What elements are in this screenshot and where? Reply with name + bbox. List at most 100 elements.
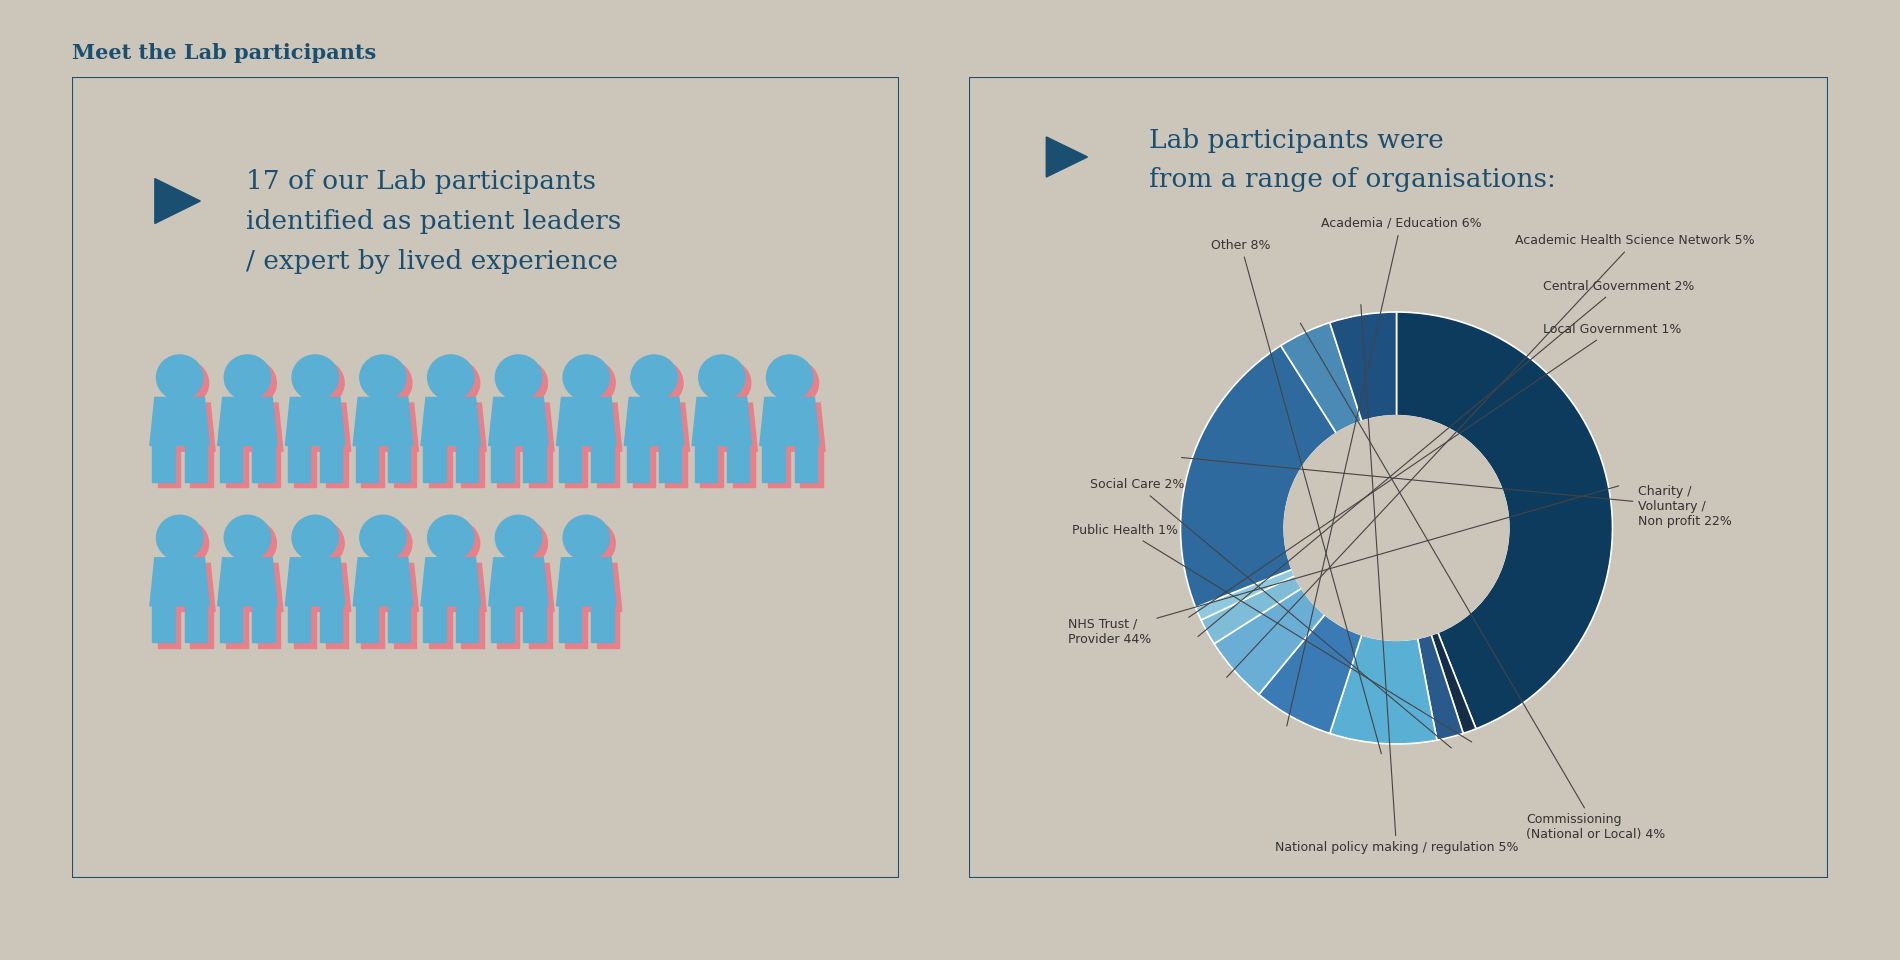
Bar: [388, 445, 410, 482]
Wedge shape: [1260, 614, 1362, 733]
FancyBboxPatch shape: [27, 33, 944, 77]
Polygon shape: [494, 403, 555, 451]
Polygon shape: [631, 403, 690, 451]
Circle shape: [365, 521, 412, 565]
Wedge shape: [1201, 576, 1302, 644]
Circle shape: [1284, 416, 1509, 640]
Circle shape: [230, 521, 276, 565]
Polygon shape: [150, 558, 209, 606]
Bar: [226, 451, 249, 488]
Bar: [524, 445, 545, 482]
Circle shape: [699, 355, 745, 400]
FancyBboxPatch shape: [27, 878, 944, 923]
FancyBboxPatch shape: [922, 33, 1875, 77]
Bar: [524, 606, 545, 642]
Bar: [253, 606, 276, 642]
Bar: [327, 451, 348, 488]
Polygon shape: [494, 564, 555, 612]
Bar: [355, 606, 378, 642]
Wedge shape: [1214, 588, 1324, 694]
Bar: [327, 612, 348, 648]
Circle shape: [428, 516, 473, 561]
Bar: [665, 451, 688, 488]
FancyBboxPatch shape: [27, 69, 72, 886]
Circle shape: [365, 361, 412, 405]
Wedge shape: [1330, 635, 1436, 744]
Polygon shape: [224, 403, 283, 451]
Bar: [220, 445, 243, 482]
Bar: [559, 445, 581, 482]
Bar: [319, 606, 342, 642]
Bar: [253, 445, 276, 482]
Bar: [530, 451, 551, 488]
Bar: [492, 606, 513, 642]
Bar: [258, 612, 281, 648]
Bar: [768, 451, 790, 488]
Bar: [597, 451, 619, 488]
FancyBboxPatch shape: [922, 878, 1875, 923]
Polygon shape: [154, 179, 200, 224]
Polygon shape: [697, 403, 758, 451]
Circle shape: [502, 521, 547, 565]
Wedge shape: [1417, 635, 1463, 740]
Circle shape: [156, 355, 203, 400]
Bar: [393, 612, 416, 648]
Text: Local Government 1%: Local Government 1%: [1189, 323, 1682, 617]
Circle shape: [562, 516, 610, 561]
Polygon shape: [562, 564, 621, 612]
Bar: [184, 606, 207, 642]
Polygon shape: [156, 564, 215, 612]
Text: Meet the Lab participants: Meet the Lab participants: [72, 43, 376, 63]
Bar: [424, 606, 446, 642]
Bar: [462, 612, 484, 648]
Polygon shape: [224, 564, 283, 612]
Circle shape: [359, 516, 407, 561]
Circle shape: [293, 355, 338, 400]
Bar: [559, 606, 581, 642]
Circle shape: [636, 361, 682, 405]
Circle shape: [428, 355, 473, 400]
Circle shape: [298, 521, 344, 565]
Bar: [190, 612, 213, 648]
Circle shape: [162, 521, 209, 565]
Circle shape: [631, 355, 676, 400]
Circle shape: [433, 361, 479, 405]
Bar: [794, 445, 817, 482]
Text: 17 of our Lab participants: 17 of our Lab participants: [245, 169, 597, 194]
Polygon shape: [218, 558, 277, 606]
Bar: [429, 451, 452, 488]
Text: from a range of organisations:: from a range of organisations:: [1150, 167, 1556, 192]
Bar: [456, 445, 479, 482]
Bar: [289, 606, 310, 642]
Circle shape: [293, 516, 338, 561]
Bar: [226, 612, 249, 648]
Circle shape: [496, 355, 542, 400]
Bar: [564, 451, 587, 488]
Bar: [355, 445, 378, 482]
Bar: [800, 451, 823, 488]
Wedge shape: [1281, 323, 1362, 433]
Bar: [152, 606, 175, 642]
Polygon shape: [625, 397, 684, 445]
Wedge shape: [1396, 312, 1613, 729]
Polygon shape: [1047, 137, 1087, 177]
Polygon shape: [422, 397, 481, 445]
Text: Other 8%: Other 8%: [1210, 238, 1381, 754]
Bar: [597, 612, 619, 648]
Bar: [393, 451, 416, 488]
FancyBboxPatch shape: [899, 69, 944, 886]
Text: Academic Health Science Network 5%: Academic Health Science Network 5%: [1227, 234, 1756, 678]
Circle shape: [502, 361, 547, 405]
Bar: [591, 606, 614, 642]
Bar: [633, 451, 656, 488]
Bar: [319, 445, 342, 482]
Text: Public Health 1%: Public Health 1%: [1072, 523, 1472, 742]
Polygon shape: [488, 558, 549, 606]
Text: Lab participants were: Lab participants were: [1150, 129, 1444, 154]
Polygon shape: [353, 397, 412, 445]
Bar: [220, 606, 243, 642]
Bar: [498, 451, 519, 488]
Circle shape: [705, 361, 750, 405]
Circle shape: [359, 355, 407, 400]
Bar: [424, 445, 446, 482]
